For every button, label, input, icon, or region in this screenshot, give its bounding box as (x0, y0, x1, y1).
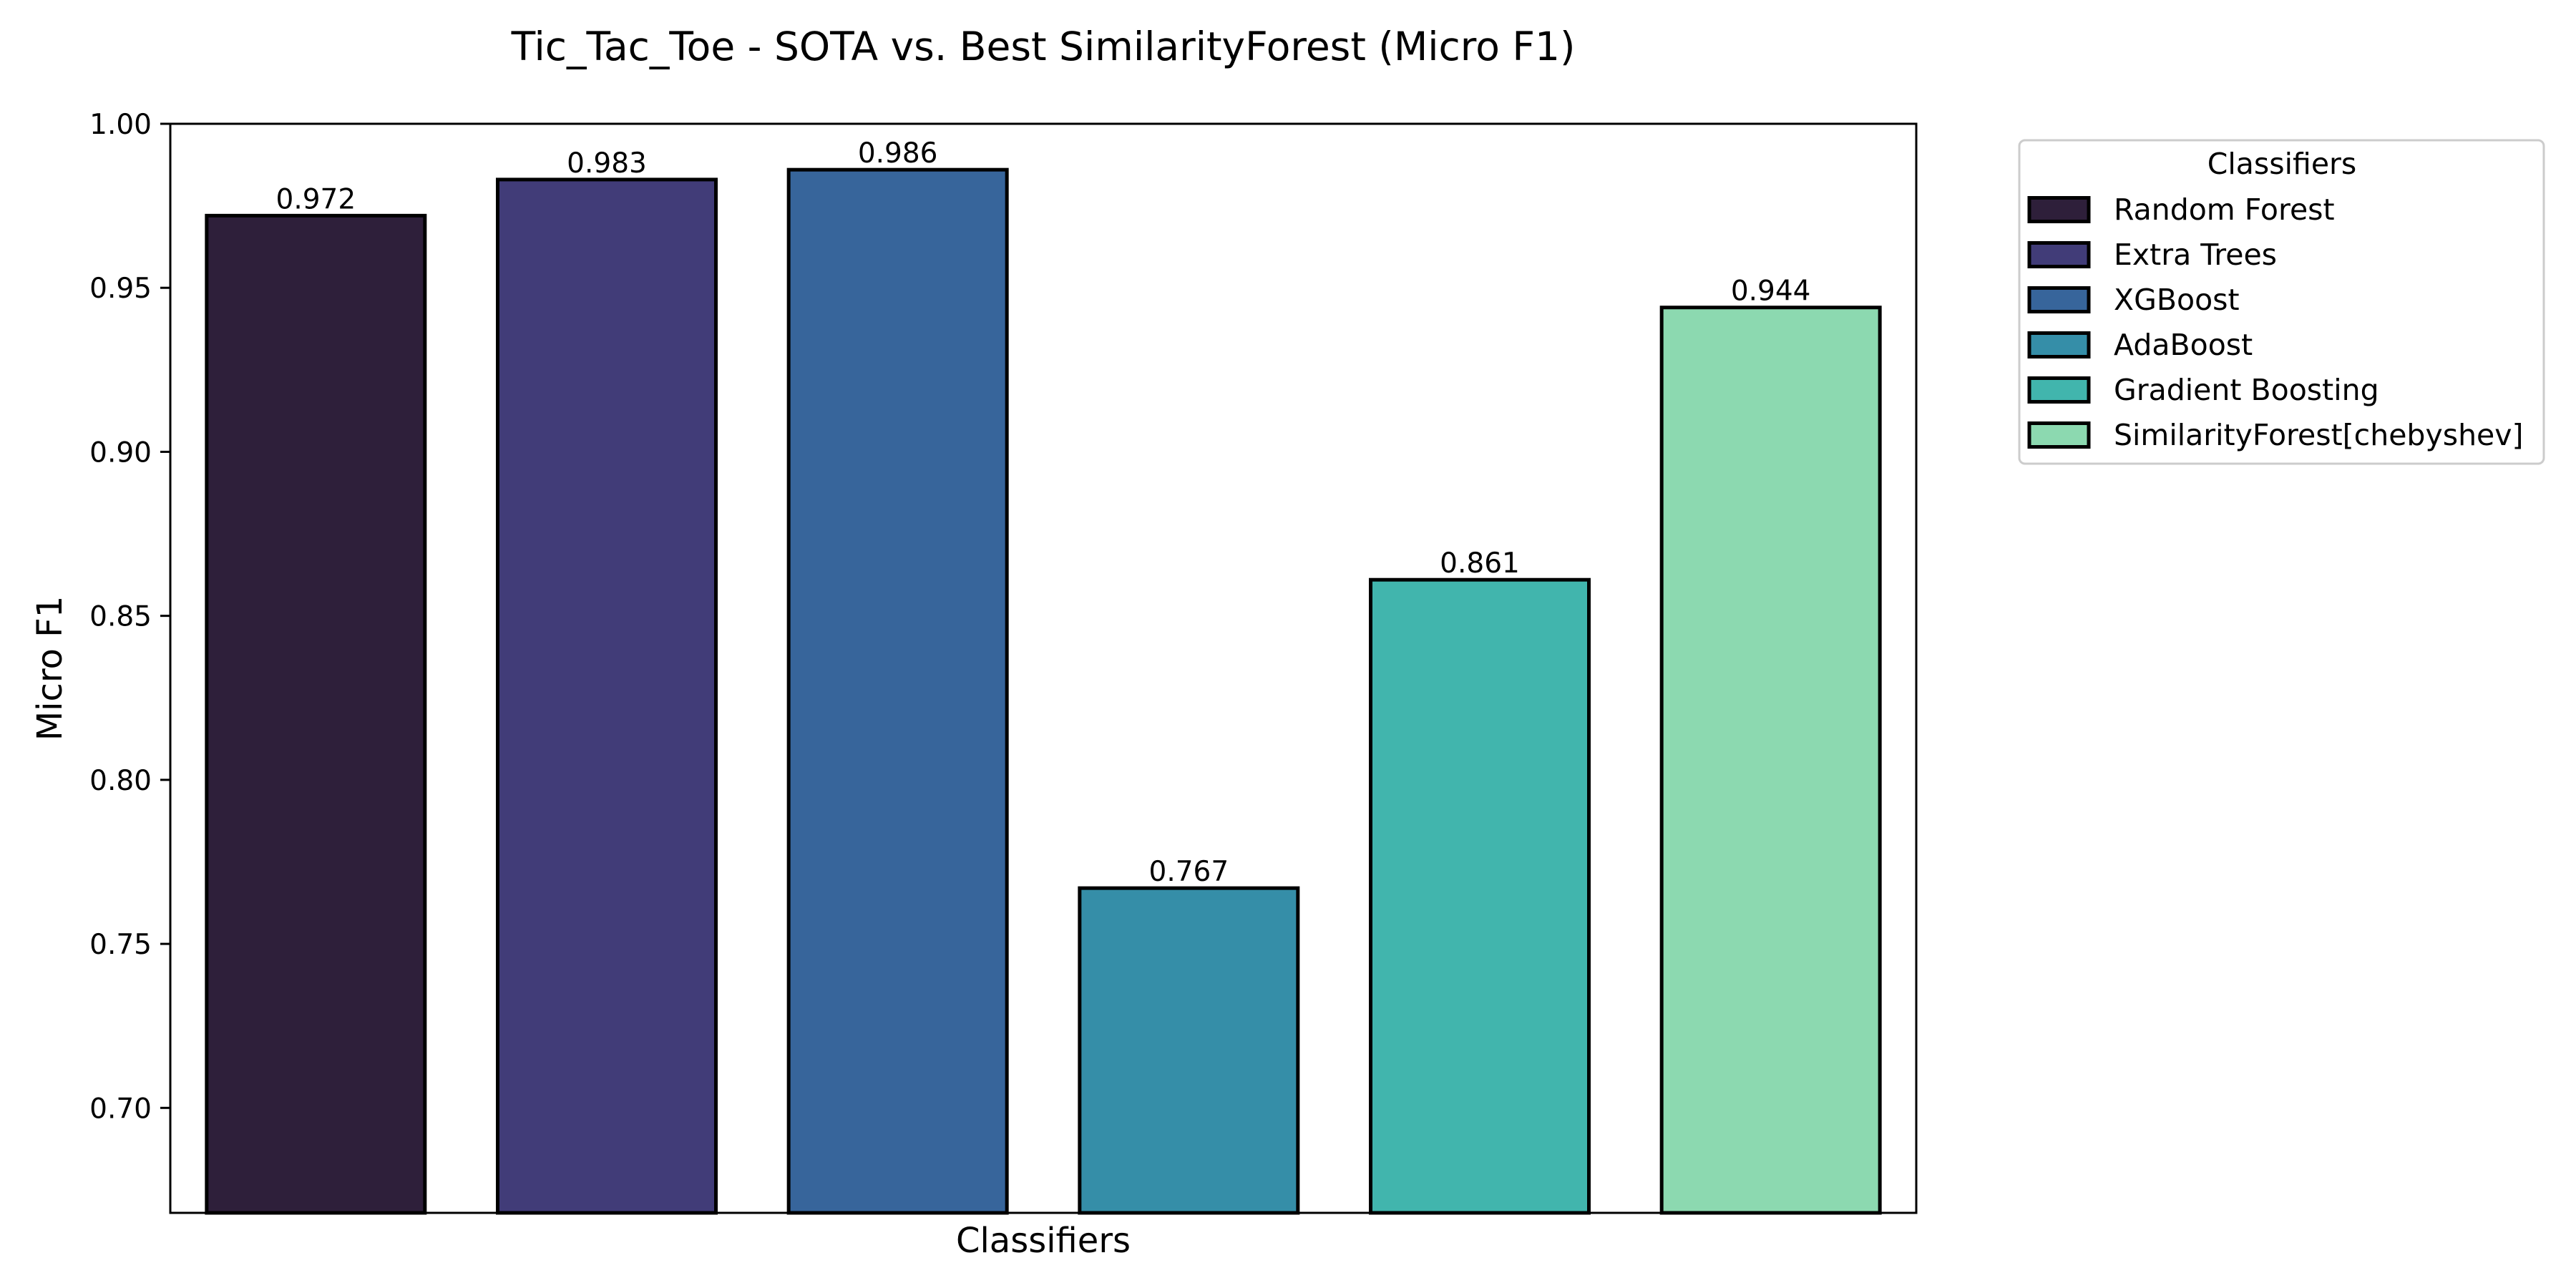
bar (1078, 886, 1300, 1215)
legend-label: AdaBoost (2114, 328, 2253, 362)
legend-label: Gradient Boosting (2114, 373, 2379, 407)
legend-swatch (2027, 286, 2091, 313)
x-axis-label: Classifiers (956, 1221, 1131, 1261)
y-tick-label: 0.75 (89, 929, 152, 961)
bar (1369, 577, 1591, 1215)
y-tick-label: 1.00 (89, 109, 152, 141)
bar (786, 167, 1009, 1215)
bar-data-label: 0.861 (1440, 547, 1520, 580)
y-axis-label: Micro F1 (30, 596, 70, 741)
bar-data-label: 0.944 (1731, 275, 1811, 308)
y-tick-label: 0.70 (89, 1093, 152, 1125)
y-axis-ticks: 0.70 0.75 0.80 0.85 0.90 0.95 1.00 (89, 109, 170, 1125)
plot-frame (169, 122, 1918, 1214)
bar (496, 177, 718, 1215)
legend: Classifiers Random Forest Extra Trees XGBo… (2018, 139, 2545, 465)
bar-data-label: 0.767 (1149, 856, 1229, 888)
legend-label: Extra Trees (2114, 238, 2277, 272)
legend-items: Random Forest Extra Trees XGBoost AdaBoost G… (2027, 192, 2524, 452)
chart-title: Tic_Tac_Toe - SOTA vs. Best SimilarityFo… (511, 24, 1576, 69)
bar (1659, 306, 1882, 1215)
legend-label: SimilarityForest[chebyshev] (2114, 418, 2524, 452)
y-tick-label: 0.90 (89, 436, 152, 469)
legend-swatch (2027, 376, 2091, 404)
bars-group (205, 167, 1882, 1215)
bar-data-label: 0.972 (276, 183, 356, 215)
legend-frame (2018, 139, 2545, 465)
data-labels-group: 0.972 0.983 0.986 0.767 0.861 0.944 (276, 137, 1811, 888)
y-tick-label: 0.85 (89, 601, 152, 633)
legend-swatch (2027, 421, 2091, 449)
legend-swatch (2027, 331, 2091, 358)
y-tick-label: 0.80 (89, 765, 152, 797)
legend-swatch (2027, 241, 2091, 268)
legend-label: XGBoost (2114, 283, 2240, 317)
bar-data-label: 0.986 (858, 137, 938, 170)
legend-label: Random Forest (2114, 192, 2335, 227)
y-tick-label: 0.95 (89, 273, 152, 305)
legend-swatch (2027, 196, 2091, 223)
bar (205, 213, 427, 1215)
bar-data-label: 0.983 (567, 147, 647, 180)
legend-title: Classifiers (2207, 147, 2357, 181)
